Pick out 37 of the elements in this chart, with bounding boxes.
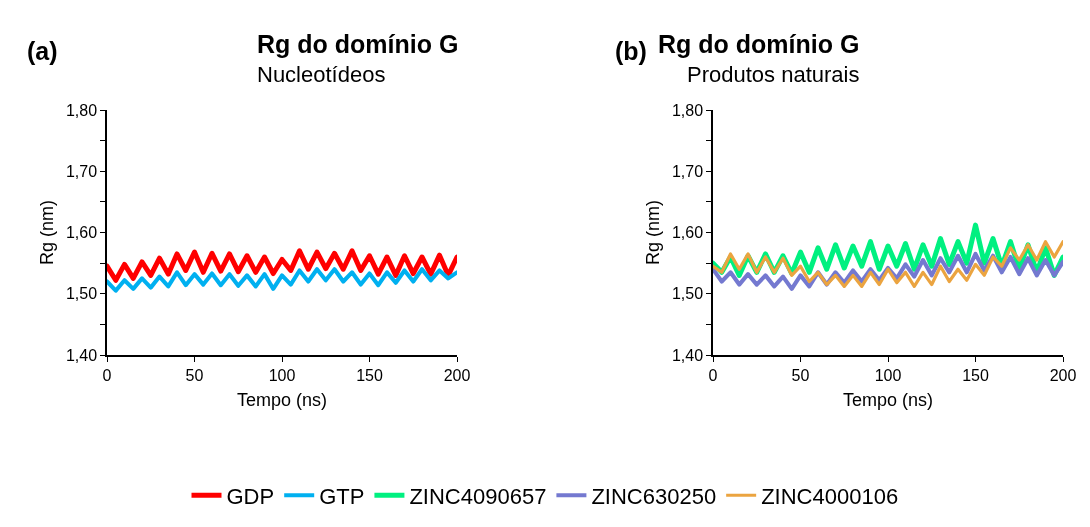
x-tick-label: 0: [102, 366, 112, 384]
x-axis-title: Tempo (ns): [842, 389, 934, 410]
legend-label: ZINC4090657: [409, 483, 547, 509]
x-tick-label: 150: [356, 366, 383, 384]
x-tick-label: 100: [268, 366, 296, 384]
text: (b): [615, 37, 647, 65]
x-tick-label: 200: [443, 366, 471, 384]
y-axis-title: Rg (nm): [36, 199, 57, 266]
line-series: [107, 267, 457, 293]
y-axis-title: Rg (nm): [642, 199, 663, 266]
y-tick-label: 1,60: [65, 224, 98, 242]
y-tick-label: 1,60: [671, 224, 704, 242]
chart-subtitle: Produtos naturais: [687, 62, 860, 87]
legend-label: GTP: [319, 483, 365, 509]
y-tick-label: 1,70: [65, 162, 98, 180]
y-tick-label: 1,50: [671, 285, 704, 303]
y-tick-label: 1,50: [65, 285, 98, 303]
x-tick-label: 0: [708, 366, 718, 384]
legend-label: ZINC630250: [591, 483, 717, 509]
line-series: [713, 240, 1063, 288]
x-axis-title: Tempo (ns): [236, 389, 328, 410]
x-tick-label: 100: [874, 366, 902, 384]
x-tick-label: 200: [1049, 366, 1077, 384]
y-tick-label: 1,70: [671, 162, 704, 180]
chart-title: Rg do domínio G: [257, 30, 459, 58]
y-tick-label: 1,80: [65, 101, 98, 119]
x-tick-label: 50: [791, 366, 810, 384]
text: (a): [27, 37, 58, 65]
y-tick-label: 1,40: [65, 346, 98, 364]
y-tick-label: 1,40: [671, 346, 704, 364]
chart-subtitle: Nucleotídeos: [257, 62, 386, 87]
chart-title: Rg do domínio G: [658, 30, 860, 58]
y-tick-label: 1,80: [671, 101, 704, 119]
legend-label: GDP: [226, 483, 275, 509]
legend-label: ZINC4000106: [761, 483, 899, 509]
x-tick-label: 50: [185, 366, 204, 384]
x-tick-label: 150: [962, 366, 989, 384]
